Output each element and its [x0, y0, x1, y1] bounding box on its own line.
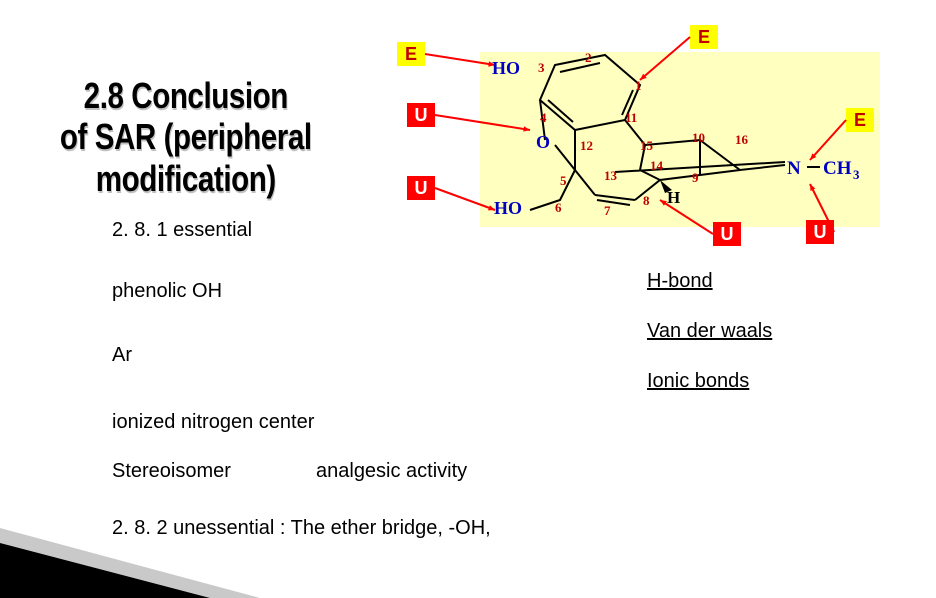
essential-tag: E: [690, 25, 718, 49]
position-number: 15: [640, 138, 653, 154]
position-number: 1: [635, 78, 642, 94]
position-number: 7: [604, 203, 611, 219]
slide-text: Ar: [112, 344, 132, 367]
position-number: 9: [692, 170, 699, 186]
position-number: 12: [580, 138, 593, 154]
unessential-tag: U: [713, 222, 741, 246]
slide-text: Stereoisomer: [112, 460, 231, 483]
unessential-tag: U: [806, 220, 834, 244]
essential-tag: E: [846, 108, 874, 132]
interaction-link: Ionic bonds: [647, 370, 749, 393]
atom-label: H: [667, 188, 680, 208]
position-number: 13: [604, 168, 617, 184]
unessential-tag: U: [407, 103, 435, 127]
position-number: 4: [540, 110, 547, 126]
essential-tag: E: [397, 42, 425, 66]
position-number: 11: [625, 110, 637, 126]
atom-label: O: [536, 132, 550, 153]
position-number: 2: [585, 50, 592, 66]
slide-text: phenolic OH: [112, 280, 222, 303]
unessential-tag: U: [407, 176, 435, 200]
position-number: 3: [538, 60, 545, 76]
position-number: 6: [555, 200, 562, 216]
atom-label: N: [787, 158, 801, 180]
atom-label: HO: [494, 198, 522, 219]
position-number: 14: [650, 158, 663, 174]
atom-label: 3: [853, 167, 860, 183]
position-number: 8: [643, 193, 650, 209]
atom-label: HO: [492, 58, 520, 79]
interaction-link: H-bond: [647, 270, 713, 293]
corner-triangle: [0, 543, 210, 598]
atom-label: CH: [823, 158, 852, 180]
position-number: 16: [735, 132, 748, 148]
position-number: 10: [692, 130, 705, 146]
interaction-link: Van der waals: [647, 320, 772, 343]
slide-text: ionized nitrogen center: [112, 411, 314, 434]
slide-text: analgesic activity: [316, 460, 467, 483]
slide: 2.8 Conclusion of SAR (peripheral modifi…: [0, 0, 936, 598]
slide-text: 2. 8. 2 unessential : The ether bridge, …: [112, 517, 491, 540]
position-number: 5: [560, 173, 567, 189]
slide-text: 2. 8. 1 essential: [112, 219, 252, 242]
